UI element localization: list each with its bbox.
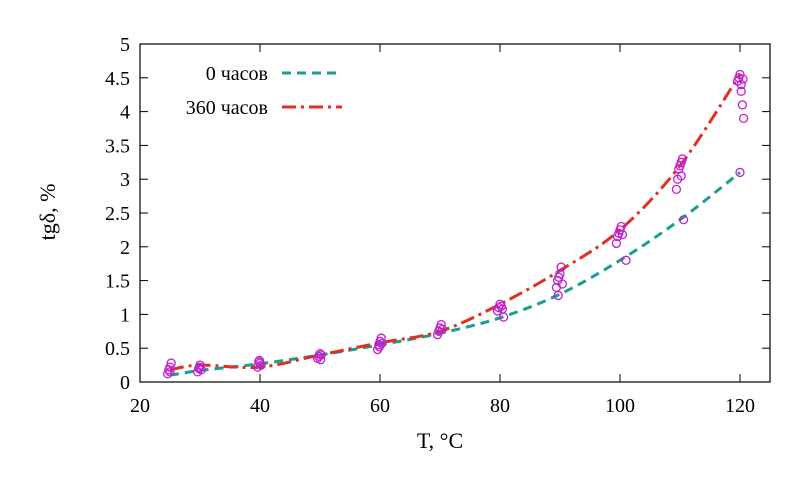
- scatter-point: [372, 344, 383, 355]
- scatter-point: [194, 362, 205, 372]
- scatter-point: [315, 355, 326, 365]
- scatter-point: [316, 350, 326, 360]
- y-tick-label: 2: [120, 237, 130, 259]
- scatter-point: [256, 360, 266, 370]
- series-line-0: [169, 171, 741, 377]
- scatter-point: [621, 255, 631, 265]
- y-tick-label: 4: [120, 102, 130, 124]
- scatter-point: [555, 269, 565, 279]
- scatter-points: [162, 69, 749, 379]
- scatter-point: [196, 365, 206, 375]
- x-tick-label: 40: [250, 395, 270, 417]
- y-tick-label: 2.5: [105, 203, 130, 225]
- scatter-point: [553, 290, 563, 301]
- y-tick-label: 5: [120, 34, 130, 56]
- legend: 0 часов 360 часов: [186, 63, 342, 119]
- legend-label-1: 360 часов: [186, 97, 268, 119]
- x-tick-label: 60: [370, 395, 390, 417]
- y-tick-label: 4.5: [105, 68, 130, 90]
- y-axis-label: tgδ, %: [35, 184, 60, 241]
- y-tick-label: 3.5: [105, 135, 130, 157]
- x-tick-label: 20: [130, 395, 150, 417]
- x-tick-label: 100: [605, 395, 635, 417]
- scatter-point: [677, 154, 688, 164]
- scatter-point: [437, 324, 448, 334]
- scatter-point: [495, 299, 505, 309]
- y-tick-label: 3: [120, 169, 130, 191]
- x-tick-label: 120: [725, 395, 755, 417]
- y-tick-label: 0.5: [105, 338, 130, 360]
- series-lines: [169, 73, 742, 377]
- scatter-point: [735, 167, 745, 178]
- scatter-point: [436, 319, 446, 330]
- y-tick-label: 0: [120, 372, 130, 394]
- scatter-point: [557, 279, 568, 289]
- scatter-point: [166, 358, 176, 368]
- series-line-1: [169, 73, 742, 372]
- scatter-point: [617, 229, 628, 240]
- scatter-point: [736, 79, 746, 90]
- x-axis-label: T, °C: [417, 428, 463, 453]
- scatter-point: [376, 333, 386, 343]
- y-tick-label: 1.5: [105, 271, 130, 293]
- y-tick-label: 1: [120, 304, 130, 326]
- scatter-point: [735, 69, 745, 80]
- scatter-point: [671, 184, 682, 194]
- x-tick-label: 80: [490, 395, 510, 417]
- scatter-point: [165, 362, 175, 372]
- scatter-point: [556, 262, 566, 272]
- scatter-point: [737, 100, 748, 110]
- scatter-point: [678, 215, 689, 225]
- scatter-point: [315, 348, 325, 359]
- scatter-point: [611, 238, 622, 249]
- x-axis-ticks: 20 40 60 80 100 120: [130, 44, 755, 417]
- scatter-point: [738, 113, 749, 124]
- scatter-point: [736, 86, 746, 96]
- scatter-point: [676, 171, 686, 181]
- legend-label-0: 0 часов: [206, 63, 268, 85]
- scatter-point: [498, 312, 509, 322]
- scatter-point: [377, 338, 387, 349]
- y-axis-ticks: 0 0.5 1 1.5 2 2.5 3 3.5 4 4.5 5: [105, 34, 770, 394]
- scatter-point: [165, 367, 175, 377]
- scatter-point: [738, 74, 748, 84]
- scatter-point: [254, 355, 265, 366]
